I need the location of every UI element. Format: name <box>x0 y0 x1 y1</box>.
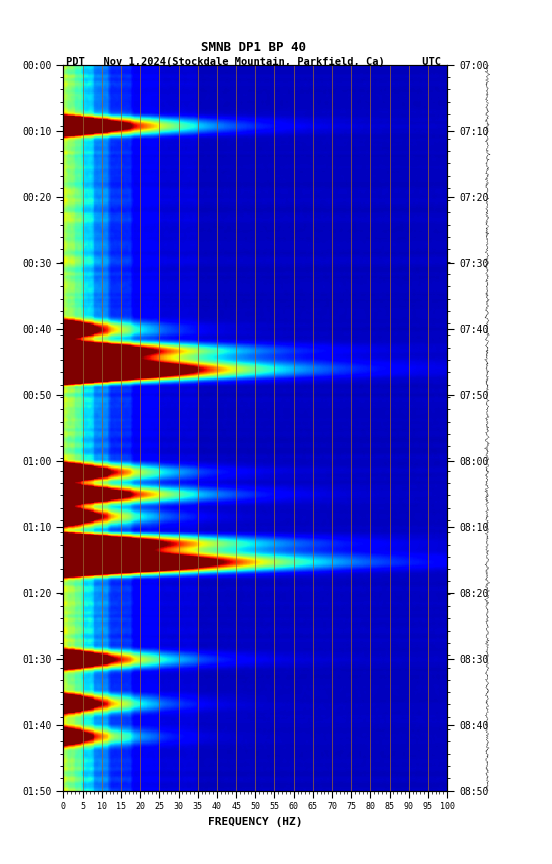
Text: SMNB DP1 BP 40: SMNB DP1 BP 40 <box>201 41 306 54</box>
X-axis label: FREQUENCY (HZ): FREQUENCY (HZ) <box>208 817 302 827</box>
Text: PDT   Nov 1,2024(Stockdale Mountain, Parkfield, Ca)      UTC: PDT Nov 1,2024(Stockdale Mountain, Parkf… <box>66 57 442 67</box>
